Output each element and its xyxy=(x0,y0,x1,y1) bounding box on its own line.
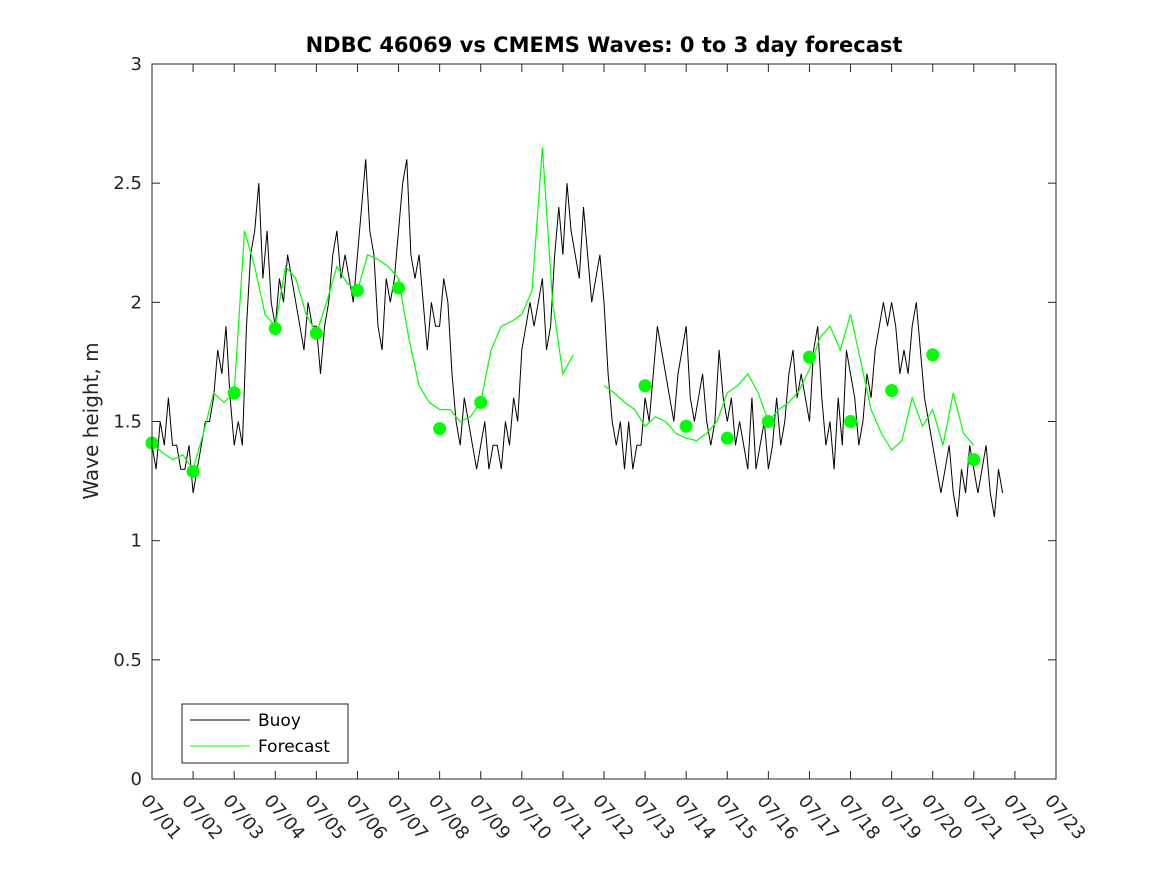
forecast-marker xyxy=(309,326,323,340)
y-tick-label: 2 xyxy=(131,292,142,313)
chart-title: NDBC 46069 vs CMEMS Waves: 0 to 3 day fo… xyxy=(306,33,903,57)
series-line-forecast xyxy=(603,314,975,452)
forecast-marker xyxy=(761,415,775,428)
legend-box xyxy=(181,703,349,764)
forecast-marker xyxy=(885,384,899,398)
y-tick-label: 2.5 xyxy=(113,173,142,194)
forecast-marker xyxy=(474,395,488,409)
forecast-marker xyxy=(844,415,858,428)
forecast-marker xyxy=(392,281,406,295)
plot-area xyxy=(145,147,1004,517)
series-line-forecast xyxy=(151,147,574,471)
series-line-buoy xyxy=(151,159,1004,517)
y-tick-label: 3 xyxy=(131,54,142,75)
forecast-marker xyxy=(350,283,364,297)
forecast-marker xyxy=(638,379,652,393)
forecast-marker xyxy=(433,422,447,436)
legend-label-forecast: Forecast xyxy=(258,737,330,757)
legend-label-buoy: Buoy xyxy=(258,711,301,731)
forecast-marker xyxy=(967,453,981,467)
forecast-marker xyxy=(186,465,200,479)
forecast-marker xyxy=(802,350,816,364)
forecast-marker xyxy=(720,431,734,445)
y-tick-label: 1 xyxy=(131,531,142,552)
y-ticks: 0 0.5 1 1.5 2 2.5 3 xyxy=(113,54,1056,790)
forecast-marker xyxy=(268,322,282,336)
forecast-marker xyxy=(679,419,693,433)
y-tick-label: 0.5 xyxy=(113,650,142,671)
forecast-marker xyxy=(227,386,241,400)
forecast-marker xyxy=(926,348,940,362)
legend: Buoy Forecast xyxy=(181,703,349,764)
y-tick-label: 0 xyxy=(131,769,142,790)
y-axis-label: Wave height, m xyxy=(79,342,103,499)
y-tick-label: 1.5 xyxy=(113,412,142,433)
